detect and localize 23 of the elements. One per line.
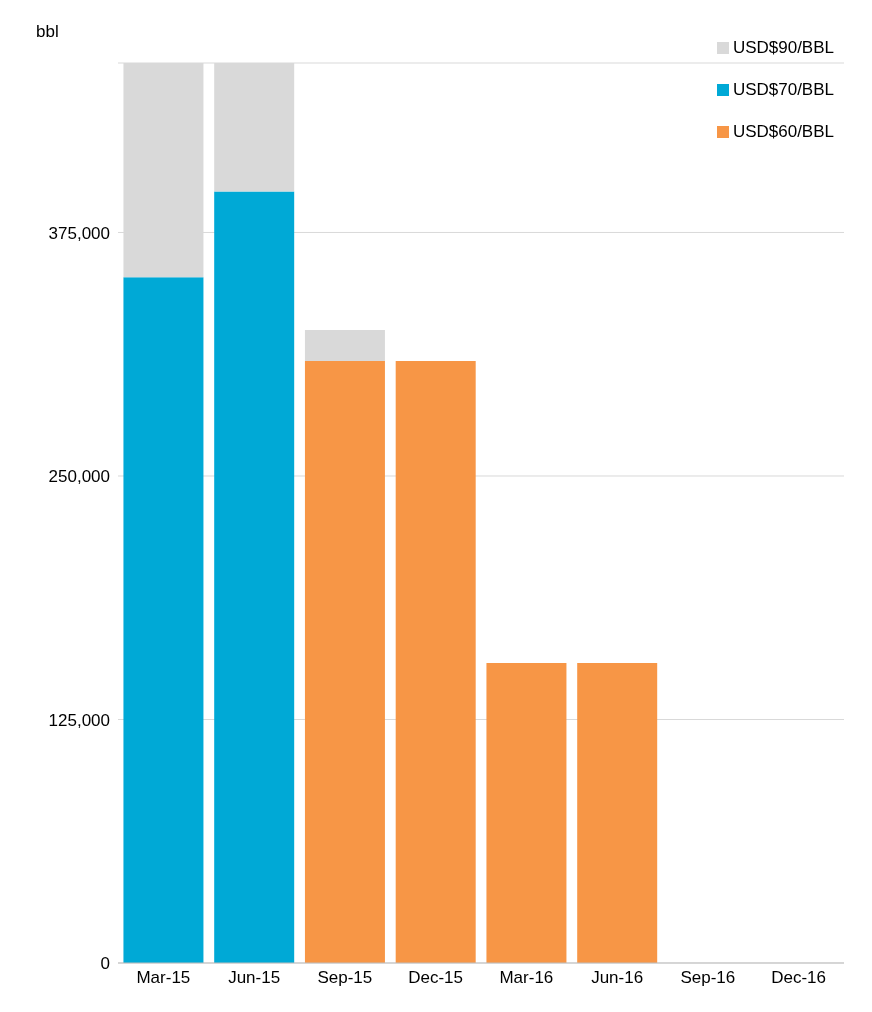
- y-tick-label: 0: [100, 954, 110, 974]
- legend-label: USD$60/BBL: [732, 122, 834, 142]
- bar: [577, 663, 658, 963]
- y-tick-label: 250,000: [48, 467, 110, 487]
- bar: [214, 191, 295, 963]
- x-tick-label: Jun-16: [591, 968, 644, 988]
- x-tick-label: Sep-15: [317, 968, 373, 988]
- x-tick-label: Jun-15: [228, 968, 281, 988]
- legend-label: USD$70/BBL: [732, 80, 834, 100]
- y-tick-label: 375,000: [48, 223, 110, 243]
- bar: [123, 277, 204, 963]
- x-tick-label: Mar-16: [499, 968, 554, 988]
- x-tick-label: Mar-15: [136, 968, 191, 988]
- x-tick-label: Dec-16: [771, 968, 827, 988]
- y-axis-title: bbl: [36, 22, 59, 42]
- x-tick-label: Sep-16: [680, 968, 736, 988]
- bar: [486, 663, 567, 963]
- legend-label: USD$90/BBL: [732, 38, 834, 58]
- bar: [395, 361, 476, 963]
- y-tick-label: 125,000: [48, 710, 110, 730]
- bar: [304, 329, 385, 362]
- x-tick-label: Dec-15: [408, 968, 464, 988]
- bar: [304, 361, 385, 963]
